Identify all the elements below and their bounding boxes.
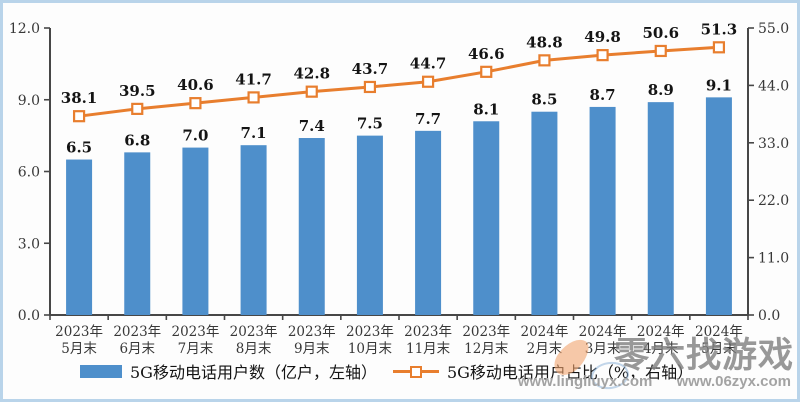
bar-value-label: 7.0 xyxy=(182,127,208,145)
y-left-tick-label: 0.0 xyxy=(18,308,40,324)
bar xyxy=(589,106,616,315)
line-value-label: 50.6 xyxy=(642,24,679,42)
bar xyxy=(705,97,732,315)
bar xyxy=(124,152,151,315)
line-marker-icon xyxy=(480,65,493,78)
y-right-tick-label: 33.0 xyxy=(758,136,789,152)
line-path xyxy=(78,45,720,118)
bar xyxy=(415,130,442,315)
y-left-tick-label: 9.0 xyxy=(18,93,40,109)
line-value-label: 40.6 xyxy=(177,76,214,94)
x-tick-label: 2024年 4月末 xyxy=(637,324,685,357)
bar xyxy=(356,135,383,315)
line-marker-icon xyxy=(538,54,551,67)
bar-value-label: 8.5 xyxy=(531,91,557,109)
line-value-label: 51.3 xyxy=(701,20,738,38)
y-right-tick-label: 0.0 xyxy=(758,308,780,324)
line-marker-icon xyxy=(247,91,260,104)
x-tick-label: 2023年 8月末 xyxy=(230,324,278,357)
bar-value-label: 6.5 xyxy=(66,139,92,157)
x-tick-label: 2023年 6月末 xyxy=(113,324,161,357)
legend-line-marker-icon xyxy=(409,365,422,378)
line-marker-icon xyxy=(189,97,202,110)
line-series: 38.1 39.5 40.6 41.7 42.8 43.7 44.7 46.6 48.8 49.8… xyxy=(61,20,738,123)
legend-line-label: 5G移动电话用户占比（%，右轴） xyxy=(446,363,694,382)
bar-value-label: 7.4 xyxy=(299,117,325,135)
bar-value-label: 7.1 xyxy=(241,124,267,142)
line-marker-icon xyxy=(712,41,726,54)
line-marker-icon xyxy=(654,44,667,58)
bar xyxy=(298,138,325,315)
line-value-label: 39.5 xyxy=(119,82,156,100)
line-value-label: 48.8 xyxy=(526,33,563,51)
line-value-label: 42.8 xyxy=(293,65,330,83)
line-value-label: 41.7 xyxy=(235,70,272,88)
line-marker-icon xyxy=(363,80,377,94)
y-right-tick-label: 11.0 xyxy=(758,251,789,267)
line-marker-icon xyxy=(72,110,86,123)
line-value-label: 46.6 xyxy=(468,45,505,63)
line-marker-icon xyxy=(596,49,609,62)
x-tick-label: 2023年 12月末 xyxy=(462,324,510,357)
x-tick-label: 2023年 9月末 xyxy=(288,324,336,357)
x-tick-label: 2023年 10月末 xyxy=(346,324,394,357)
y-right-tick-label: 22.0 xyxy=(758,193,789,209)
legend-bar-swatch xyxy=(80,364,122,378)
line-value-label: 43.7 xyxy=(352,60,389,78)
line-marker-icon xyxy=(305,85,318,98)
line-marker-icon xyxy=(131,102,144,115)
y-left-tick-label: 3.0 xyxy=(18,236,40,252)
x-tick-label: 2023年 11月末 xyxy=(404,324,452,357)
bar-value-label: 8.1 xyxy=(473,100,499,118)
x-tick-label: 2023年 7月末 xyxy=(171,324,219,357)
x-tick-label: 2024年 5月末 xyxy=(695,324,743,357)
bar-value-label: 7.7 xyxy=(415,110,441,128)
y-left-tick-label: 12.0 xyxy=(9,21,40,37)
chart-legend: 5G移动电话用户数（亿户，左轴） 5G移动电话用户占比（%，右轴） xyxy=(80,360,693,382)
bar xyxy=(240,145,267,315)
y-right-tick-label: 44.0 xyxy=(758,78,789,94)
y-axis-right: 0.0 11.0 22.0 33.0 44.0 55.0 xyxy=(747,21,789,324)
line-marker-icon xyxy=(421,75,435,88)
bar xyxy=(182,147,209,315)
bar xyxy=(473,121,500,316)
bar-value-label: 9.1 xyxy=(706,76,732,94)
line-value-label: 49.8 xyxy=(584,28,621,46)
bar-value-label: 7.5 xyxy=(357,115,383,133)
bar-value-label: 6.8 xyxy=(124,131,150,149)
x-tick-label: 2023年 5月末 xyxy=(55,324,103,357)
combo-chart-canvas: 0.0 3.0 6.0 9.0 12.0 0.0 11.0 22.0 33.0 44.0 55.0 2… xyxy=(9,20,789,357)
line-value-label: 44.7 xyxy=(410,55,447,73)
bar xyxy=(66,159,93,315)
bar xyxy=(531,111,558,315)
y-left-tick-label: 6.0 xyxy=(18,165,40,181)
x-tick-label: 2024年 2月末 xyxy=(520,324,568,357)
bar xyxy=(647,102,674,316)
legend-line-swatch xyxy=(392,365,439,378)
line-value-label: 38.1 xyxy=(61,89,98,107)
bar-value-label: 8.7 xyxy=(590,86,616,104)
x-tick-label: 2024年 3月末 xyxy=(579,324,627,357)
y-axis-left: 0.0 3.0 6.0 9.0 12.0 xyxy=(9,21,51,324)
bar-value-label: 8.9 xyxy=(648,81,674,99)
bar-series: 6.5 6.8 7.0 7.1 7.4 7.5 7.7 8.1 8.5 8.7 8.9 9.1 xyxy=(66,76,732,316)
x-axis: 2023年 5月末 2023年 6月末 2023年 7月末 2023年 8月末 2023年 9月末… xyxy=(49,314,749,357)
y-right-tick-label: 55.0 xyxy=(758,21,789,37)
legend-bar-label: 5G移动电话用户数（亿户，左轴） xyxy=(130,363,377,382)
